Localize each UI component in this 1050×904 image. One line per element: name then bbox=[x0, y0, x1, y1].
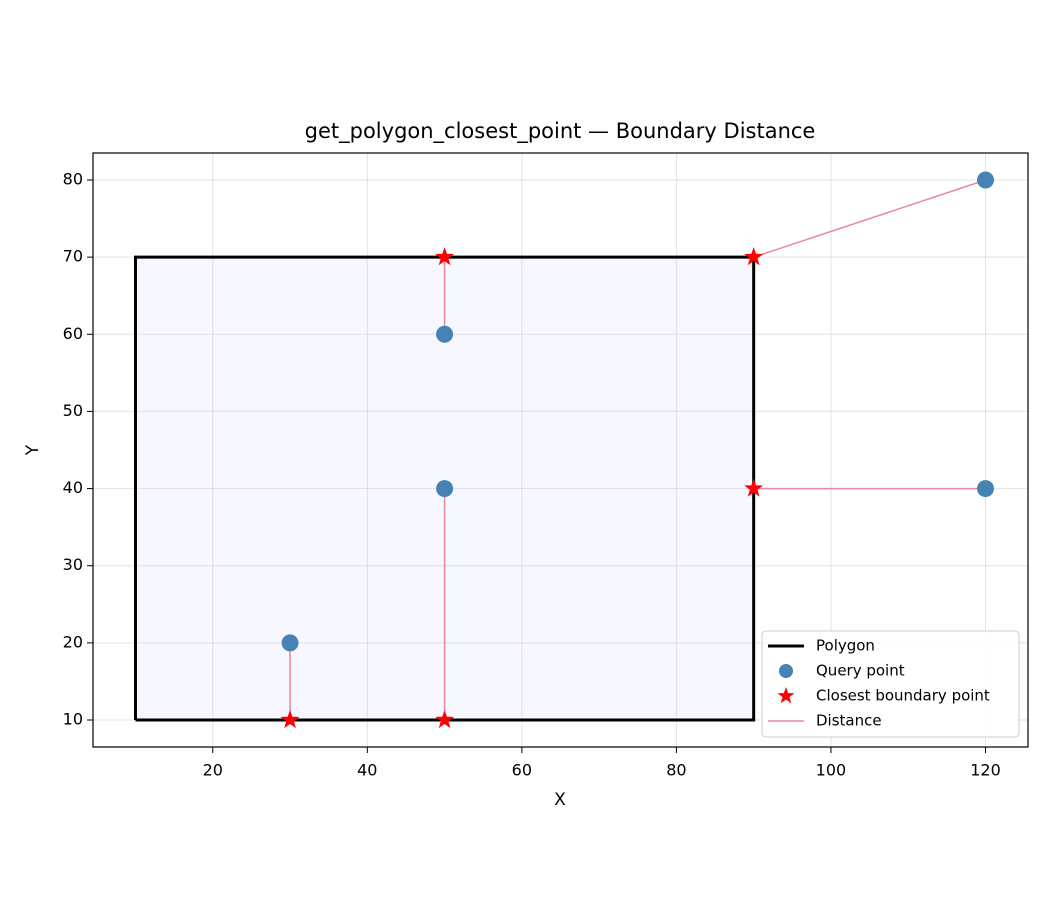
query-point bbox=[977, 480, 994, 498]
query-point bbox=[977, 171, 994, 189]
y-tick-label: 50 bbox=[63, 401, 83, 420]
y-tick-label: 80 bbox=[63, 170, 83, 189]
chart-title: get_polygon_closest_point — Boundary Dis… bbox=[305, 119, 816, 144]
y-axis-label: Y bbox=[23, 444, 43, 456]
query-point bbox=[436, 325, 454, 343]
legend-label: Polygon bbox=[816, 637, 875, 655]
query-point bbox=[436, 480, 454, 498]
x-tick-label: 80 bbox=[666, 761, 686, 780]
legend-label: Closest boundary point bbox=[816, 687, 990, 705]
closest-point bbox=[435, 247, 455, 266]
legend-label: Query point bbox=[816, 662, 905, 680]
closest-point bbox=[435, 710, 455, 729]
closest-point bbox=[280, 710, 300, 729]
x-tick-label: 20 bbox=[203, 761, 223, 780]
legend-box bbox=[761, 630, 1020, 738]
legend-label: Distance bbox=[816, 712, 882, 730]
query-point bbox=[281, 634, 299, 652]
y-tick-label: 70 bbox=[63, 247, 83, 266]
closest-point bbox=[744, 478, 764, 497]
x-tick-label: 60 bbox=[512, 761, 532, 780]
legend: Polygon Query point Closest boundary point… bbox=[761, 630, 1020, 738]
y-tick-label: 30 bbox=[63, 555, 83, 574]
legend-swatch bbox=[777, 687, 795, 704]
x-tick-label: 120 bbox=[970, 761, 1001, 780]
x-tick-label: 40 bbox=[357, 761, 377, 780]
distance-line bbox=[289, 179, 986, 720]
axes-frame bbox=[92, 152, 1029, 748]
x-tick-label: 100 bbox=[816, 761, 847, 780]
y-tick-label: 40 bbox=[63, 478, 83, 497]
legend-swatch bbox=[779, 664, 793, 678]
y-tick-label: 60 bbox=[63, 324, 83, 343]
closest-point bbox=[744, 247, 764, 266]
y-tick-label: 10 bbox=[63, 710, 83, 729]
y-tick-label: 20 bbox=[63, 632, 83, 651]
x-axis-label: X bbox=[554, 790, 566, 810]
